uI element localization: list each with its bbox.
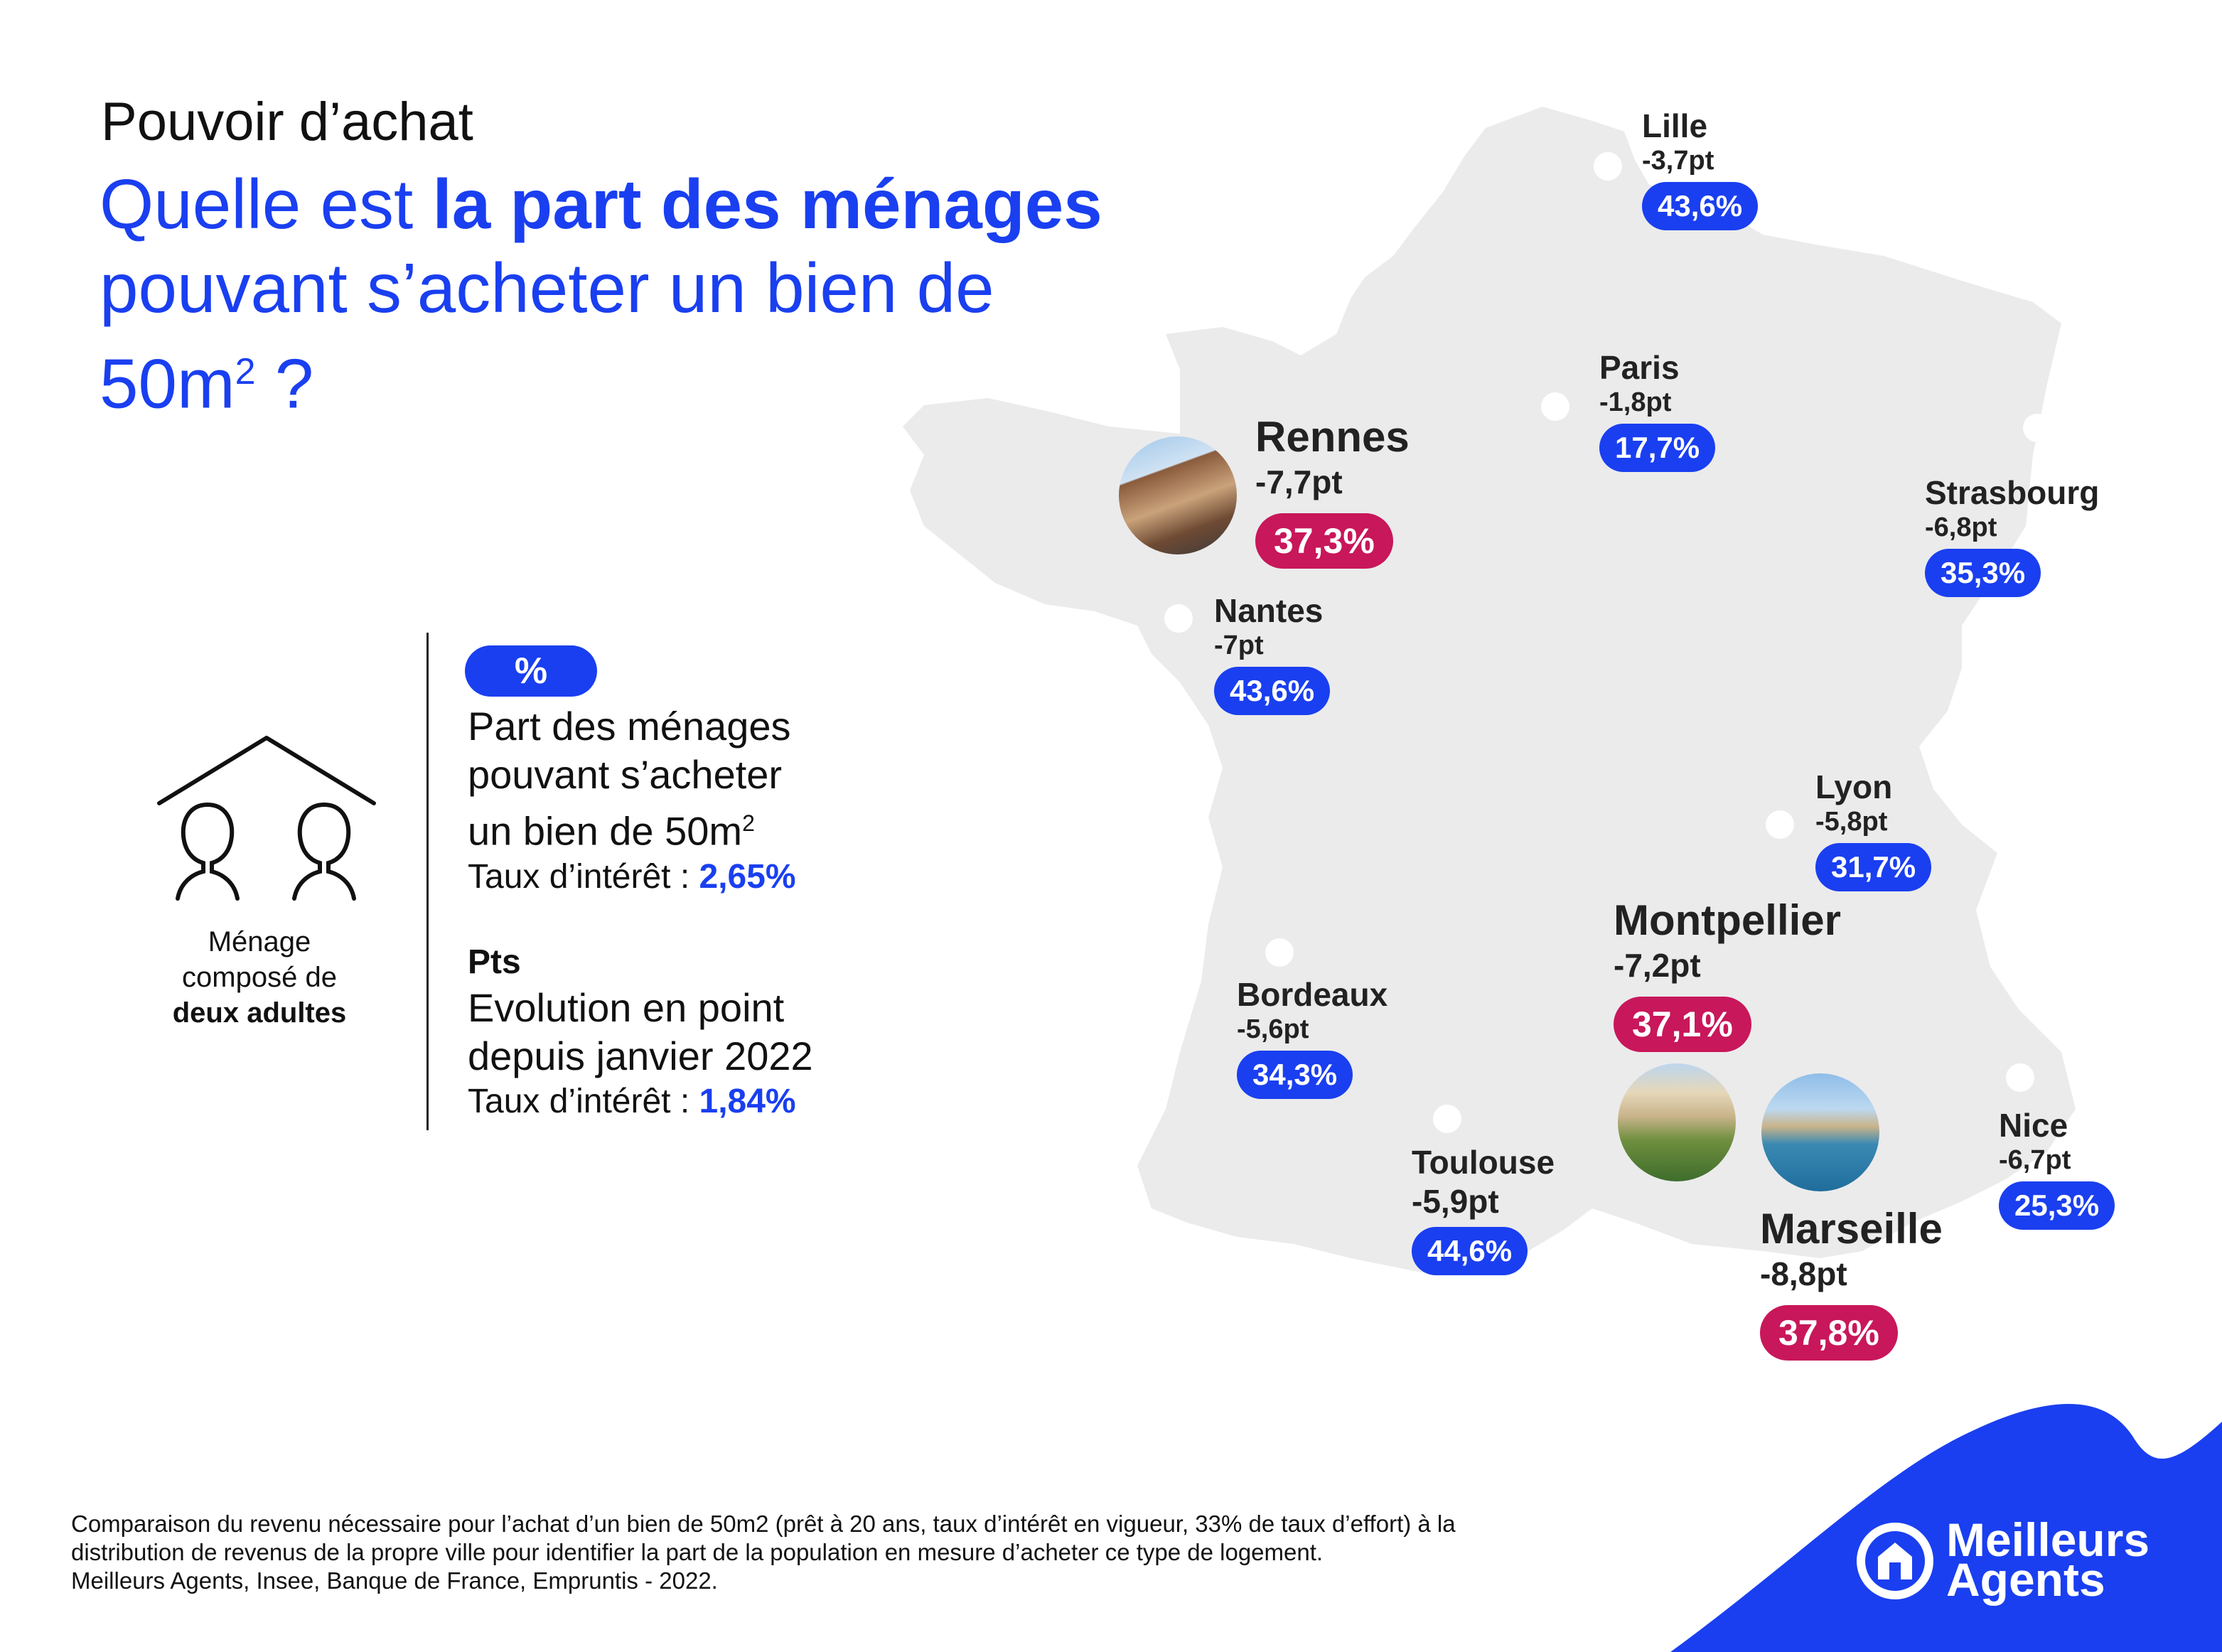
share-badge: 37,1% [1614,997,1751,1052]
percent-legend: Part des ménages pouvant s’acheter un bi… [468,702,796,899]
city-dot-nantes [1164,604,1193,633]
legend-divider [426,633,429,1130]
share-badge: 35,3% [1925,549,2041,597]
brand-line2: Agents [1946,1553,2105,1606]
title-bold: la part des ménages [432,165,1102,243]
city-dot-toulouse [1433,1105,1461,1133]
city-dot-paris [1541,392,1569,421]
pts-desc-line1: Evolution en point [468,985,785,1030]
house-in-circle-icon [1857,1523,1933,1599]
city-name: Nantes [1214,592,1324,629]
city-name: Lille [1642,107,1708,144]
city-montpellier: Montpellier -7,2pt 37,1% [1614,896,1841,1052]
brand-line1: Meilleurs [1946,1513,2150,1566]
city-strasbourg: Strasbourg -6,8pt 35,3% [1925,473,2099,597]
city-dot-strasbourg [2023,414,2051,442]
city-name: Rennes [1255,413,1410,461]
pts-label: Pts [468,943,521,981]
city-name: Nice [1999,1107,2068,1144]
city-name: Marseille [1760,1205,1943,1253]
city-nantes: Nantes -7pt 43,6% [1214,591,1331,715]
share-badge: 43,6% [1642,182,1759,230]
city-name: Lyon [1815,768,1893,805]
share-badge: 43,6% [1214,667,1331,715]
footnote-line1: Comparaison du revenu nécessaire pour l’… [71,1511,1456,1537]
pct-desc-line1: Part des ménages [468,704,791,749]
city-delta: -5,8pt [1815,807,1888,837]
two-adults-house-icon [157,736,376,901]
share-badge: 31,7% [1815,843,1932,891]
city-lyon: Lyon -5,8pt 31,7% [1815,768,1932,891]
city-nice: Nice -6,7pt 25,3% [1999,1106,2115,1230]
marseille-photo [1761,1073,1879,1191]
city-lille: Lille -3,7pt 43,6% [1642,107,1759,230]
city-name: Paris [1599,349,1680,386]
household-line2: composé de [182,962,337,993]
city-bordeaux: Bordeaux -5,6pt 34,3% [1237,975,1388,1099]
city-name: Strasbourg [1925,474,2100,511]
pts-desc-line2: depuis janvier 2022 [468,1034,813,1078]
city-delta: -8,8pt [1760,1255,1847,1292]
title-sup: 2 [235,351,256,392]
footnote-line2: distribution de revenus de la propre vil… [71,1539,1324,1565]
share-badge: 37,8% [1760,1305,1898,1361]
household-line1: Ménage [208,926,311,958]
city-dot-nice [2006,1063,2034,1092]
household-label: Ménage composé de deux adultes [142,924,377,1031]
share-badge: 34,3% [1237,1051,1353,1099]
share-badge: 17,7% [1599,424,1716,472]
city-rennes: Rennes -7,7pt 37,3% [1255,412,1410,569]
footnote: Comparaison du revenu nécessaire pour l’… [71,1510,1706,1595]
city-delta: -7,2pt [1614,947,1701,984]
city-delta: -5,9pt [1412,1183,1499,1220]
share-badge: 37,3% [1255,513,1393,569]
city-delta: -7,7pt [1255,463,1343,500]
rate-now: Taux d’intérêt : 2,65% [468,857,796,896]
montpellier-photo [1618,1063,1736,1181]
page-title: Quelle est la part des ménages pouvant s… [100,162,1166,426]
city-delta: -6,8pt [1925,513,1997,542]
rate-jan-2022: Taux d’intérêt : 1,84% [468,1083,796,1120]
rennes-photo [1119,436,1237,554]
city-paris: Paris -1,8pt 17,7% [1599,348,1716,472]
city-name: Montpellier [1614,896,1842,944]
city-delta: -3,7pt [1642,146,1714,176]
pct-desc-line3: un bien de 50m2 [468,808,755,854]
city-name: Bordeaux [1237,976,1388,1013]
city-delta: -1,8pt [1599,387,1672,417]
city-dot-lyon [1766,810,1794,839]
title-part1: Quelle est [100,165,433,243]
city-marseille: Marseille -8,8pt 37,8% [1760,1204,1943,1361]
city-dot-lille [1594,152,1622,181]
footnote-line3: Meilleurs Agents, Insee, Banque de Franc… [71,1567,718,1594]
france-silhouette [903,107,2076,1272]
share-badge: 25,3% [1999,1181,2115,1230]
title-part2: pouvant s’acheter un bien de 50m [100,249,994,423]
city-delta: -7pt [1214,631,1264,660]
city-delta: -5,6pt [1237,1014,1309,1044]
brand-logo: Meilleurs Agents [1946,1513,2150,1606]
title-end: ? [255,344,314,423]
city-name: Toulouse [1412,1144,1555,1181]
city-toulouse: Toulouse -5,9pt 44,6% [1412,1143,1555,1275]
pct-desc-line2: pouvant s’acheter [468,752,783,797]
share-badge: 44,6% [1412,1227,1528,1275]
supertitle: Pouvoir d’achat [101,92,473,152]
percent-badge: % [465,645,597,697]
city-delta: -6,7pt [1999,1145,2071,1175]
household-bold: deux adultes [172,997,347,1029]
city-dot-bordeaux [1265,938,1294,967]
pts-legend: Evolution en point depuis janvier 2022 T… [468,984,813,1123]
